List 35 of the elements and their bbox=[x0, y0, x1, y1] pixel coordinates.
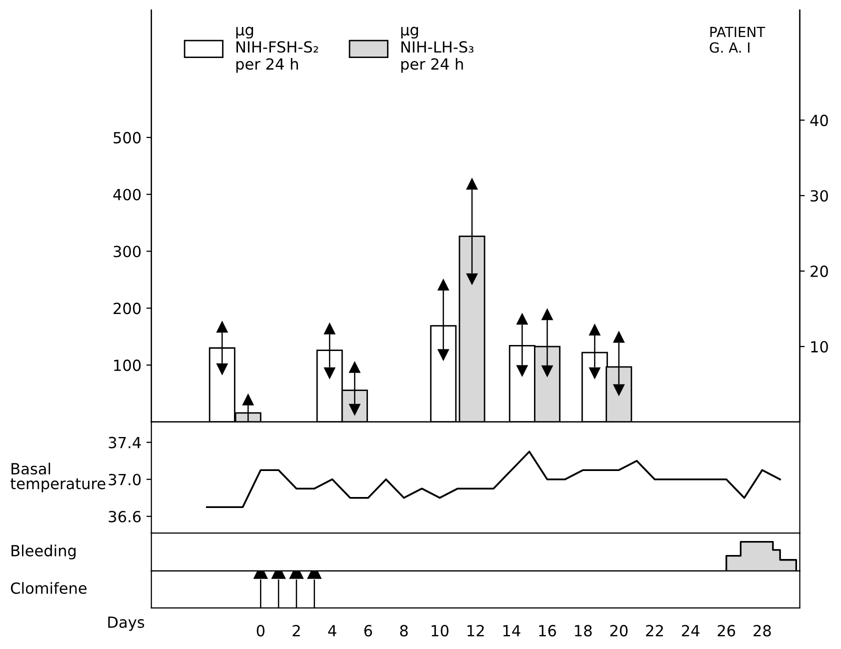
y-tick-label: 100 bbox=[114, 360, 141, 372]
y-tick-label: 37.0 bbox=[108, 474, 141, 486]
x-tick-label: 6 bbox=[364, 624, 372, 636]
x-tick-label: 22 bbox=[646, 624, 663, 636]
legend-label: μg NIH-LH-S₃ per 24 h bbox=[401, 26, 474, 73]
x-tick-label: 8 bbox=[400, 624, 408, 636]
x-tick-label: 26 bbox=[718, 624, 736, 636]
x-tick-label: 0 bbox=[256, 624, 264, 636]
y-axis-title: Bleeding bbox=[12, 544, 76, 560]
y-tick-label: 500 bbox=[114, 132, 141, 144]
y-tick-label: 37.4 bbox=[108, 436, 141, 448]
y2-tick-label: 30 bbox=[810, 190, 828, 202]
y2-tick-label: 40 bbox=[810, 114, 828, 126]
legend-label: μg NIH-FSH-S₂ per 24 h bbox=[236, 26, 318, 73]
y-tick-label: 400 bbox=[113, 188, 141, 200]
y-axis-title: Clomifene bbox=[10, 582, 87, 594]
x-tick-label: 4 bbox=[328, 625, 336, 636]
y-tick-label: 300 bbox=[114, 246, 141, 258]
x-tick-label: 16 bbox=[539, 624, 556, 636]
x-axis-title: Days bbox=[108, 616, 144, 631]
x-tick-label: 18 bbox=[575, 624, 592, 636]
x-tick-label: 2 bbox=[292, 624, 300, 636]
y-tick-label: 200 bbox=[114, 302, 141, 314]
x-tick-label: 14 bbox=[503, 625, 520, 636]
annotation: PATIENT G. A. I bbox=[710, 26, 766, 53]
line-series bbox=[206, 450, 781, 508]
x-tick-label: 24 bbox=[682, 624, 700, 636]
y2-tick-label: 10 bbox=[811, 340, 828, 353]
x-tick-label: 20 bbox=[610, 624, 628, 636]
x-tick-label: 10 bbox=[432, 624, 448, 636]
y2-tick-label: 20 bbox=[810, 266, 828, 278]
y-axis-title: Basal temperature bbox=[10, 462, 106, 492]
y-tick-label: 36.6 bbox=[108, 510, 141, 522]
x-tick-label: 28 bbox=[754, 624, 771, 636]
x-tick-label: 12 bbox=[468, 624, 484, 636]
